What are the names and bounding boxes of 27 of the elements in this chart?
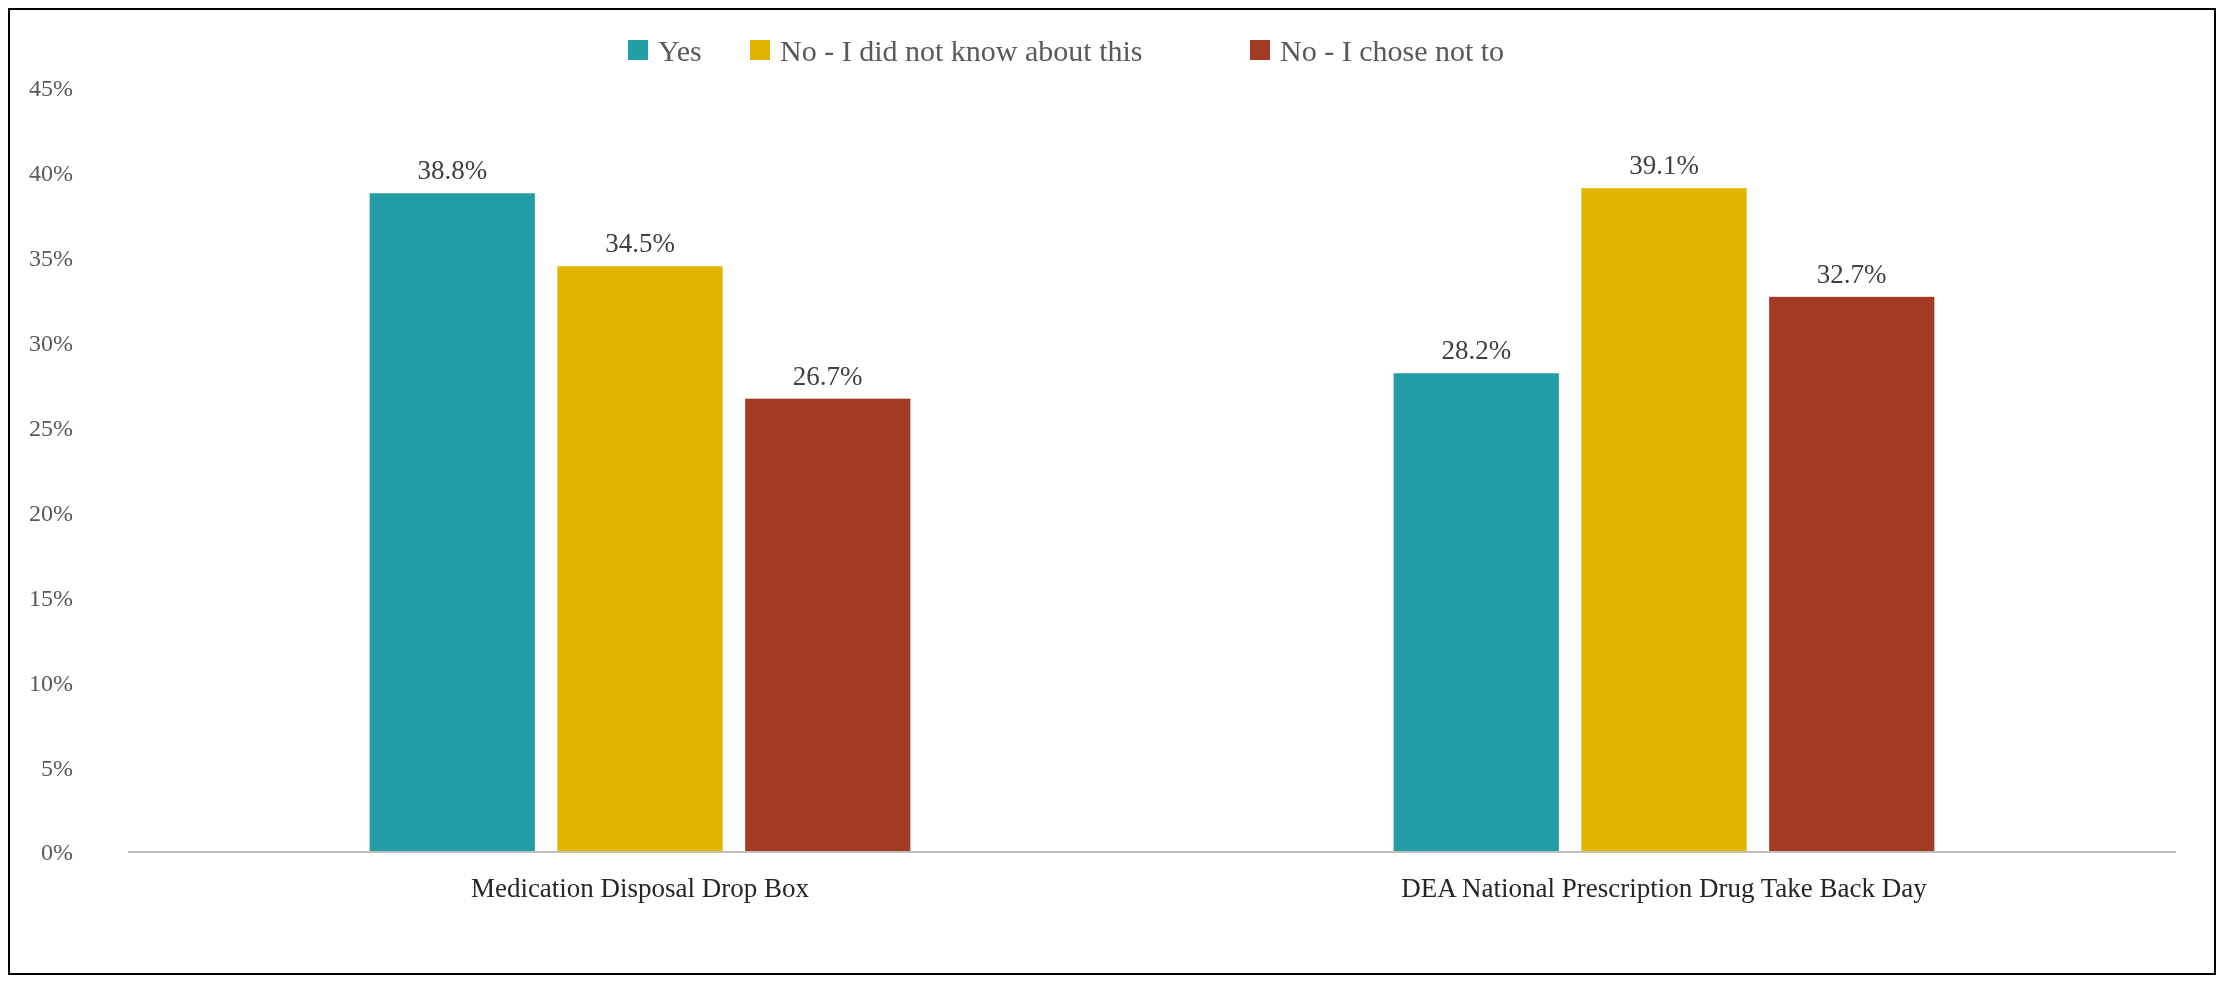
- y-tick-label: 30%: [29, 330, 73, 357]
- y-tick-label: 10%: [29, 669, 73, 696]
- legend-label: No - I chose not to: [1280, 33, 1505, 67]
- y-tick-label: 20%: [29, 499, 73, 526]
- x-tick-label: Medication Disposal Drop Box: [470, 873, 810, 903]
- data-label: 38.8%: [417, 155, 488, 186]
- y-tick-label: 15%: [29, 584, 73, 611]
- y-tick-label: 45%: [29, 75, 73, 102]
- bar: [557, 266, 723, 852]
- x-tick-label: DEA National Prescription Drug Take Back Day: [1401, 873, 1928, 903]
- data-label: 28.2%: [1441, 335, 1512, 366]
- bar: [1581, 188, 1747, 852]
- legend-label: No - I did not know about this: [780, 33, 1143, 67]
- y-tick-label: 25%: [29, 414, 73, 441]
- bar: [1393, 373, 1559, 852]
- bar: [745, 398, 911, 852]
- y-tick-label: 0%: [41, 839, 73, 866]
- data-label: 26.7%: [792, 360, 863, 391]
- bar: [1769, 296, 1935, 852]
- data-label: 34.5%: [605, 228, 675, 259]
- y-tick-label: 35%: [29, 245, 73, 272]
- y-tick-label: 40%: [29, 160, 73, 187]
- bar: [369, 193, 535, 852]
- data-label: 39.1%: [1629, 150, 1699, 181]
- data-label: 32.7%: [1816, 258, 1887, 289]
- legend-label: Yes: [658, 33, 702, 67]
- y-tick-label: 5%: [41, 754, 73, 781]
